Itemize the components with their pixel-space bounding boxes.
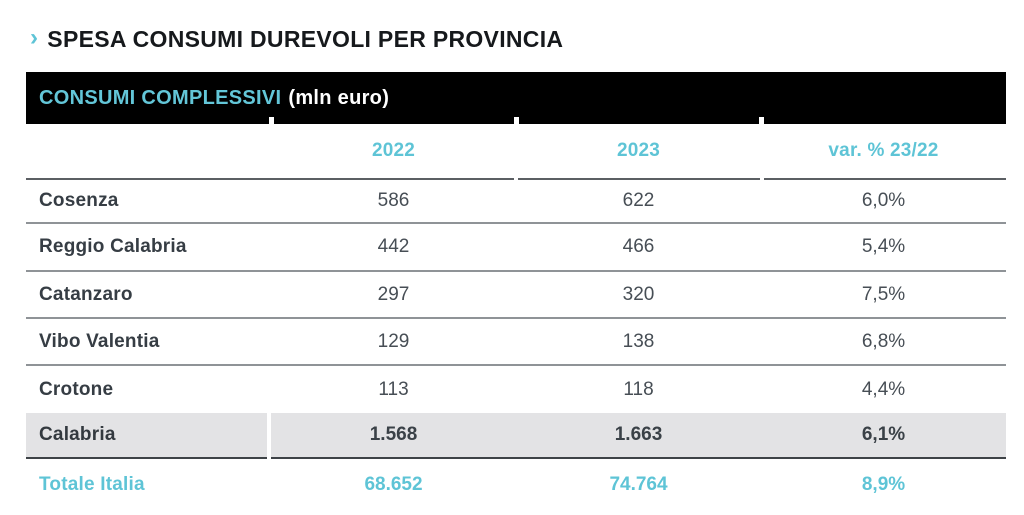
summary-label-block: Calabria xyxy=(26,413,267,459)
table-row-totale-italia: Totale Italia 68.652 74.764 8,9% xyxy=(26,459,1006,511)
underline-segment xyxy=(26,178,514,180)
underline-segment xyxy=(518,178,760,180)
summary-values-block: 1.568 1.663 6,1% xyxy=(271,413,1006,459)
value-variation: 5,4% xyxy=(861,236,906,257)
value-2022: 586 xyxy=(377,190,410,211)
header-underline xyxy=(26,178,1006,180)
table-banner: CONSUMI COMPLESSIVI (mln euro) xyxy=(26,72,1006,124)
province-name: Vibo Valentia xyxy=(39,330,160,352)
region-name: Calabria xyxy=(39,424,116,445)
table-row: Vibo Valentia 129 138 6,8% xyxy=(26,319,1006,366)
table-row: Reggio Calabria 442 466 5,4% xyxy=(26,224,1006,272)
title-chevron-icon: › xyxy=(30,23,39,51)
value-2023: 622 xyxy=(622,190,655,211)
province-name: Reggio Calabria xyxy=(39,236,187,257)
banner-title: CONSUMI COMPLESSIVI xyxy=(39,86,282,109)
value-variation: 6,1% xyxy=(861,424,906,445)
province-name: Crotone xyxy=(39,378,114,400)
banner-unit: (mln euro) xyxy=(288,86,390,109)
page-title: › SPESA CONSUMI DUREVOLI PER PROVINCIA xyxy=(30,23,564,53)
consumption-table: 2022 2023 var. % 23/22 Cosenza 586 622 6… xyxy=(26,124,1006,511)
underline-segment xyxy=(764,178,1006,180)
value-2023: 138 xyxy=(622,330,655,352)
total-label: Totale Italia xyxy=(39,474,145,495)
province-name: Catanzaro xyxy=(39,283,133,305)
table-row: Catanzaro 297 320 7,5% xyxy=(26,272,1006,319)
value-2022: 129 xyxy=(377,330,410,352)
value-2022: 68.652 xyxy=(364,474,423,495)
value-2022: 442 xyxy=(377,236,410,257)
column-divider-tick xyxy=(514,117,519,124)
column-divider-tick xyxy=(759,117,764,124)
table-row: Crotone 113 118 4,4% xyxy=(26,366,1006,413)
value-2023: 1.663 xyxy=(614,424,663,445)
page-title-text: SPESA CONSUMI DUREVOLI PER PROVINCIA xyxy=(47,26,564,52)
column-divider-tick xyxy=(269,117,274,124)
value-2022: 1.568 xyxy=(369,424,418,445)
value-2022: 113 xyxy=(378,378,409,400)
value-variation: 6,8% xyxy=(861,330,906,352)
value-2022: 297 xyxy=(377,283,410,305)
column-header-2023: 2023 xyxy=(616,140,661,161)
value-variation: 6,0% xyxy=(861,190,906,211)
column-header-variation: var. % 23/22 xyxy=(828,140,939,161)
table-row-calabria-summary: Calabria 1.568 1.663 6,1% xyxy=(26,413,1006,459)
column-header-2022: 2022 xyxy=(371,140,416,161)
value-2023: 466 xyxy=(622,236,655,257)
value-2023: 74.764 xyxy=(609,474,668,495)
value-2023: 118 xyxy=(623,378,654,400)
value-variation: 7,5% xyxy=(861,283,906,305)
province-name: Cosenza xyxy=(39,190,119,211)
table-header-row: 2022 2023 var. % 23/22 xyxy=(26,124,1006,178)
table-row: Cosenza 586 622 6,0% xyxy=(26,180,1006,224)
value-variation: 4,4% xyxy=(861,378,906,400)
value-variation: 8,9% xyxy=(861,474,906,495)
value-2023: 320 xyxy=(622,283,655,305)
column-gap-spacer xyxy=(267,413,271,459)
